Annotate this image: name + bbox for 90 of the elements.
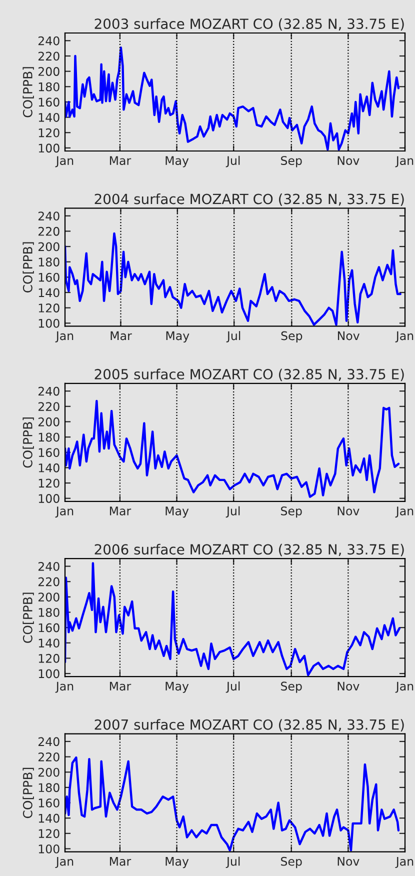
x-tick-label: Mar (110, 682, 132, 691)
y-tick-label: 160 (38, 798, 60, 808)
y-tick-label: 240 (38, 737, 60, 746)
x-tick-label: Sep (281, 506, 302, 518)
y-tick-label: 160 (38, 448, 60, 458)
y-tick-label: 120 (38, 128, 60, 138)
y-tick-label: 220 (38, 752, 60, 762)
chart-title: 2004 surface MOZART CO (32.85 N, 33.75 E) (94, 193, 404, 206)
x-tick-label: Jul (226, 156, 240, 168)
line-series (65, 562, 401, 676)
x-tick-label: Mar (110, 331, 132, 340)
x-tick-label: Nov (338, 857, 360, 866)
y-tick-label: 100 (38, 144, 60, 153)
y-tick-label: 240 (38, 386, 60, 396)
y-tick-label: 200 (38, 67, 60, 76)
x-tick-label: May (166, 331, 190, 342)
y-tick-label: 100 (38, 494, 60, 503)
x-tick-label: Jan (55, 331, 74, 342)
y-tick-label: 200 (38, 417, 60, 426)
x-tick-label: Jul (226, 331, 240, 342)
y-tick-label: 120 (38, 478, 60, 488)
y-axis-title: CO[PPB] (22, 67, 34, 118)
x-tick-label: Nov (338, 682, 360, 691)
x-tick-label: Jul (226, 506, 240, 518)
x-tick-label: Sep (281, 156, 302, 168)
line-series (65, 400, 400, 498)
chart-title: 2007 surface MOZART CO (32.85 N, 33.75 E) (94, 719, 404, 732)
y-tick-label: 220 (38, 226, 60, 236)
x-tick-label: Sep (281, 682, 302, 693)
y-tick-label: 140 (38, 113, 60, 122)
y-tick-label: 100 (38, 669, 60, 678)
x-tick-label: Jan (395, 682, 414, 693)
y-tick-label: 200 (38, 768, 60, 777)
chart-title: 2005 surface MOZART CO (32.85 N, 33.75 E) (94, 368, 404, 382)
x-tick-label: Jan (55, 156, 74, 168)
y-tick-label: 220 (38, 402, 60, 412)
y-tick-label: 100 (38, 844, 60, 854)
x-tick-label: Jan (55, 506, 74, 518)
x-tick-label: Jan (55, 857, 74, 868)
y-axis-title: CO[PPB] (22, 242, 34, 292)
y-tick-label: 180 (38, 82, 60, 92)
y-tick-label: 240 (38, 212, 60, 221)
y-tick-label: 120 (38, 654, 60, 663)
x-tick-label: Nov (338, 506, 360, 516)
y-tick-label: 180 (38, 783, 60, 792)
y-tick-label: 220 (38, 577, 60, 586)
y-tick-label: 160 (38, 272, 60, 282)
line-series (65, 232, 402, 326)
y-tick-label: 120 (38, 829, 60, 838)
y-tick-label: 100 (38, 318, 60, 328)
y-tick-label: 140 (38, 638, 60, 648)
y-axis-title: CO[PPB] (22, 592, 34, 643)
x-tick-label: Sep (281, 331, 302, 342)
y-tick-label: 220 (38, 52, 60, 61)
x-tick-label: Jan (55, 682, 74, 693)
x-tick-label: Jan (395, 331, 414, 342)
x-tick-label: Jan (395, 506, 414, 518)
x-tick-label: Jan (395, 156, 414, 168)
y-tick-label: 160 (38, 623, 60, 632)
line-series (65, 756, 400, 852)
y-axis-title: CO[PPB] (22, 417, 34, 468)
x-tick-label: Mar (110, 857, 132, 866)
x-tick-label: Mar (110, 506, 132, 516)
x-tick-label: Nov (338, 331, 360, 340)
y-tick-label: 200 (38, 592, 60, 602)
y-tick-label: 240 (38, 562, 60, 571)
y-tick-label: 160 (38, 98, 60, 107)
x-tick-label: Jul (226, 681, 240, 693)
x-tick-label: Jul (226, 856, 240, 868)
x-tick-label: May (166, 857, 189, 868)
y-tick-label: 180 (38, 608, 60, 617)
x-tick-label: Mar (110, 156, 132, 165)
chart-title: 2006 surface MOZART CO (32.85 N, 33.75 E) (94, 544, 404, 556)
x-tick-label: Jan (395, 857, 414, 868)
y-tick-label: 180 (38, 432, 60, 442)
x-tick-label: May (166, 506, 189, 518)
y-tick-label: 200 (38, 242, 60, 252)
x-tick-label: May (166, 156, 189, 168)
y-tick-label: 140 (38, 463, 60, 472)
x-tick-label: Sep (281, 856, 302, 868)
y-tick-label: 180 (38, 258, 60, 266)
y-tick-label: 140 (38, 288, 60, 298)
x-tick-label: Nov (338, 156, 360, 165)
y-tick-label: 140 (38, 814, 60, 823)
line-series (65, 46, 400, 151)
y-tick-label: 240 (38, 36, 60, 46)
y-tick-label: 120 (38, 304, 60, 312)
y-axis-title: CO[PPB] (22, 768, 34, 818)
chart-title: 2003 surface MOZART CO (32.85 N, 33.75 E) (94, 18, 404, 31)
x-tick-label: May (166, 682, 189, 693)
